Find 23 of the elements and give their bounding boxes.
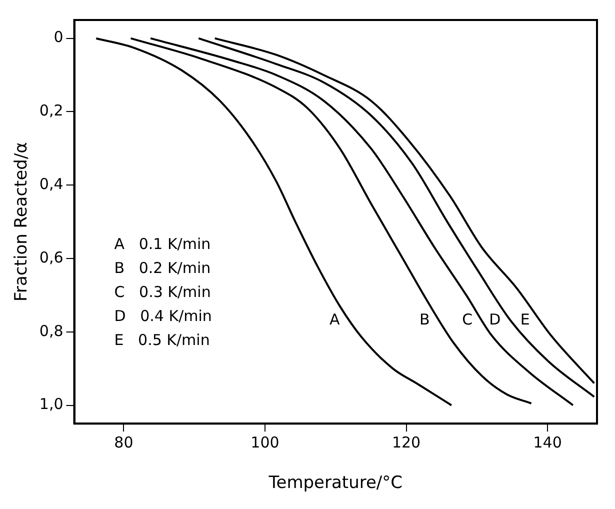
series-label: E	[520, 310, 530, 329]
x-axis-title: Temperature/°C	[268, 473, 403, 494]
annotation: D 0.4 K/min	[114, 306, 212, 325]
x-tick-label: 80	[114, 433, 134, 452]
y-tick-label: 0,6	[39, 248, 64, 266]
series-label: C	[462, 310, 473, 329]
annotation: E 0.5 K/min	[114, 330, 210, 349]
y-tick-label: 0,2	[39, 102, 64, 120]
x-tick-label: 120	[392, 433, 421, 452]
y-axis-title: Fraction Reacted/α	[12, 142, 32, 302]
y-tick-label: 0,4	[39, 175, 64, 193]
y-tick-label: 1,0	[39, 395, 64, 414]
x-tick-label: 100	[250, 433, 280, 452]
y-tick-label: 0,8	[39, 322, 64, 340]
series-label: A	[330, 310, 341, 329]
annotation: B 0.2 K/min	[114, 258, 211, 277]
annotation: C 0.3 K/min	[114, 282, 211, 301]
series-label: D	[489, 310, 501, 329]
annotation: A 0.1 K/min	[114, 234, 211, 253]
x-tick-label: 140	[533, 433, 562, 452]
series-label: B	[420, 310, 430, 329]
line-series	[95, 37, 452, 406]
y-tick-label: 0	[54, 28, 64, 46]
